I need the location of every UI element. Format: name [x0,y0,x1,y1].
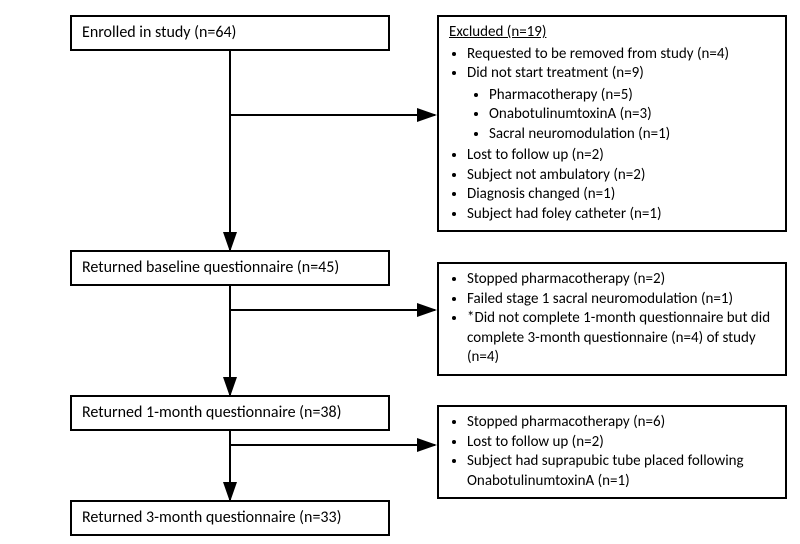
exclusion-3-item: Stopped pharmacotherapy (n=6) [467,413,775,433]
stage-baseline: Returned baseline questionnaire (n=45) [70,250,390,286]
exclusion-1-item: Did not start treatment (n=9) [467,64,775,84]
exclusion-2-list: Stopped pharmacotherapy (n=2) Failed sta… [467,270,775,368]
exclusion-1-list-cont: Lost to follow up (n=2) Subject not ambu… [467,146,775,224]
stage-1month-label: Returned 1-month questionnaire (n=38) [82,403,341,423]
exclusion-1-list: Requested to be removed from study (n=4)… [467,45,775,84]
stage-3month: Returned 3-month questionnaire (n=33) [70,500,390,536]
exclusion-2-item: *Did not complete 1-month questionnaire … [467,309,775,368]
stage-enrolled: Enrolled in study (n=64) [70,15,390,51]
stage-3month-label: Returned 3-month questionnaire (n=33) [82,508,341,528]
exclusion-box-2: Stopped pharmacotherapy (n=2) Failed sta… [437,262,787,376]
exclusion-1-item: Lost to follow up (n=2) [467,146,775,166]
exclusion-box-1: Excluded (n=19) Requested to be removed … [437,15,787,232]
exclusion-1-sublist: Pharmacotherapy (n=5) OnabotulinumtoxinA… [489,86,775,145]
stage-enrolled-label: Enrolled in study (n=64) [82,23,236,43]
stage-baseline-label: Returned baseline questionnaire (n=45) [82,258,339,278]
exclusion-1-subitem: OnabotulinumtoxinA (n=3) [489,105,775,125]
exclusion-1-subitem: Pharmacotherapy (n=5) [489,86,775,106]
exclusion-2-item: Stopped pharmacotherapy (n=2) [467,270,775,290]
exclusion-1-item: Diagnosis changed (n=1) [467,185,775,205]
exclusion-3-item: Subject had suprapubic tube placed follo… [467,452,775,491]
exclusion-1-item: Requested to be removed from study (n=4) [467,45,775,65]
exclusion-1-subitem: Sacral neuromodulation (n=1) [489,125,775,145]
exclusion-2-item: Failed stage 1 sacral neuromodulation (n… [467,290,775,310]
exclusion-box-3: Stopped pharmacotherapy (n=6) Lost to fo… [437,405,787,499]
exclusion-1-item: Subject had foley catheter (n=1) [467,205,775,225]
stage-1month: Returned 1-month questionnaire (n=38) [70,395,390,431]
exclusion-1-item: Subject not ambulatory (n=2) [467,166,775,186]
exclusion-3-list: Stopped pharmacotherapy (n=6) Lost to fo… [467,413,775,491]
exclusion-3-item: Lost to follow up (n=2) [467,433,775,453]
exclusion-1-header: Excluded (n=19) [449,23,546,41]
